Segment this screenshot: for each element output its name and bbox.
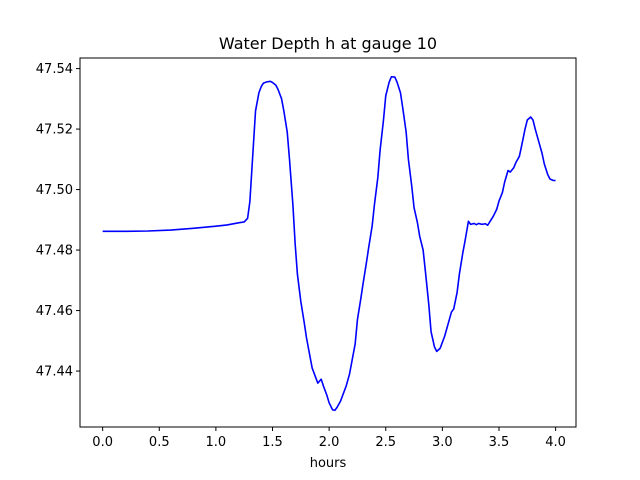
x-tick-label: 3.0 bbox=[432, 435, 453, 450]
x-tick-label: 0.0 bbox=[92, 435, 113, 450]
chart-title: Water Depth h at gauge 10 bbox=[219, 34, 437, 53]
y-tick-label: 47.50 bbox=[36, 183, 73, 198]
y-tick-label: 47.44 bbox=[36, 365, 73, 380]
x-tick-label: 1.0 bbox=[206, 435, 227, 450]
y-tick-label: 47.54 bbox=[36, 62, 73, 77]
x-tick-label: 2.5 bbox=[375, 435, 396, 450]
x-tick-label: 4.0 bbox=[545, 435, 566, 450]
x-tick-label: 2.0 bbox=[319, 435, 340, 450]
y-tick-label: 47.52 bbox=[36, 123, 73, 138]
plot-frame bbox=[79, 57, 577, 428]
series-line bbox=[102, 75, 556, 412]
plot-area bbox=[102, 75, 556, 412]
x-tick-label: 1.5 bbox=[262, 435, 283, 450]
x-axis-ticks: 0.0 0.5 1.0 1.5 2.0 2.5 3.0 3.5 4.0 bbox=[92, 427, 566, 450]
x-axis-label: hours bbox=[310, 456, 347, 471]
y-tick-label: 47.46 bbox=[36, 304, 73, 319]
x-tick-label: 0.5 bbox=[149, 435, 170, 450]
y-tick-label: 47.48 bbox=[36, 244, 73, 259]
y-axis-ticks: 47.44 47.46 47.48 47.50 47.52 47.54 bbox=[36, 62, 80, 380]
x-tick-label: 3.5 bbox=[489, 435, 510, 450]
